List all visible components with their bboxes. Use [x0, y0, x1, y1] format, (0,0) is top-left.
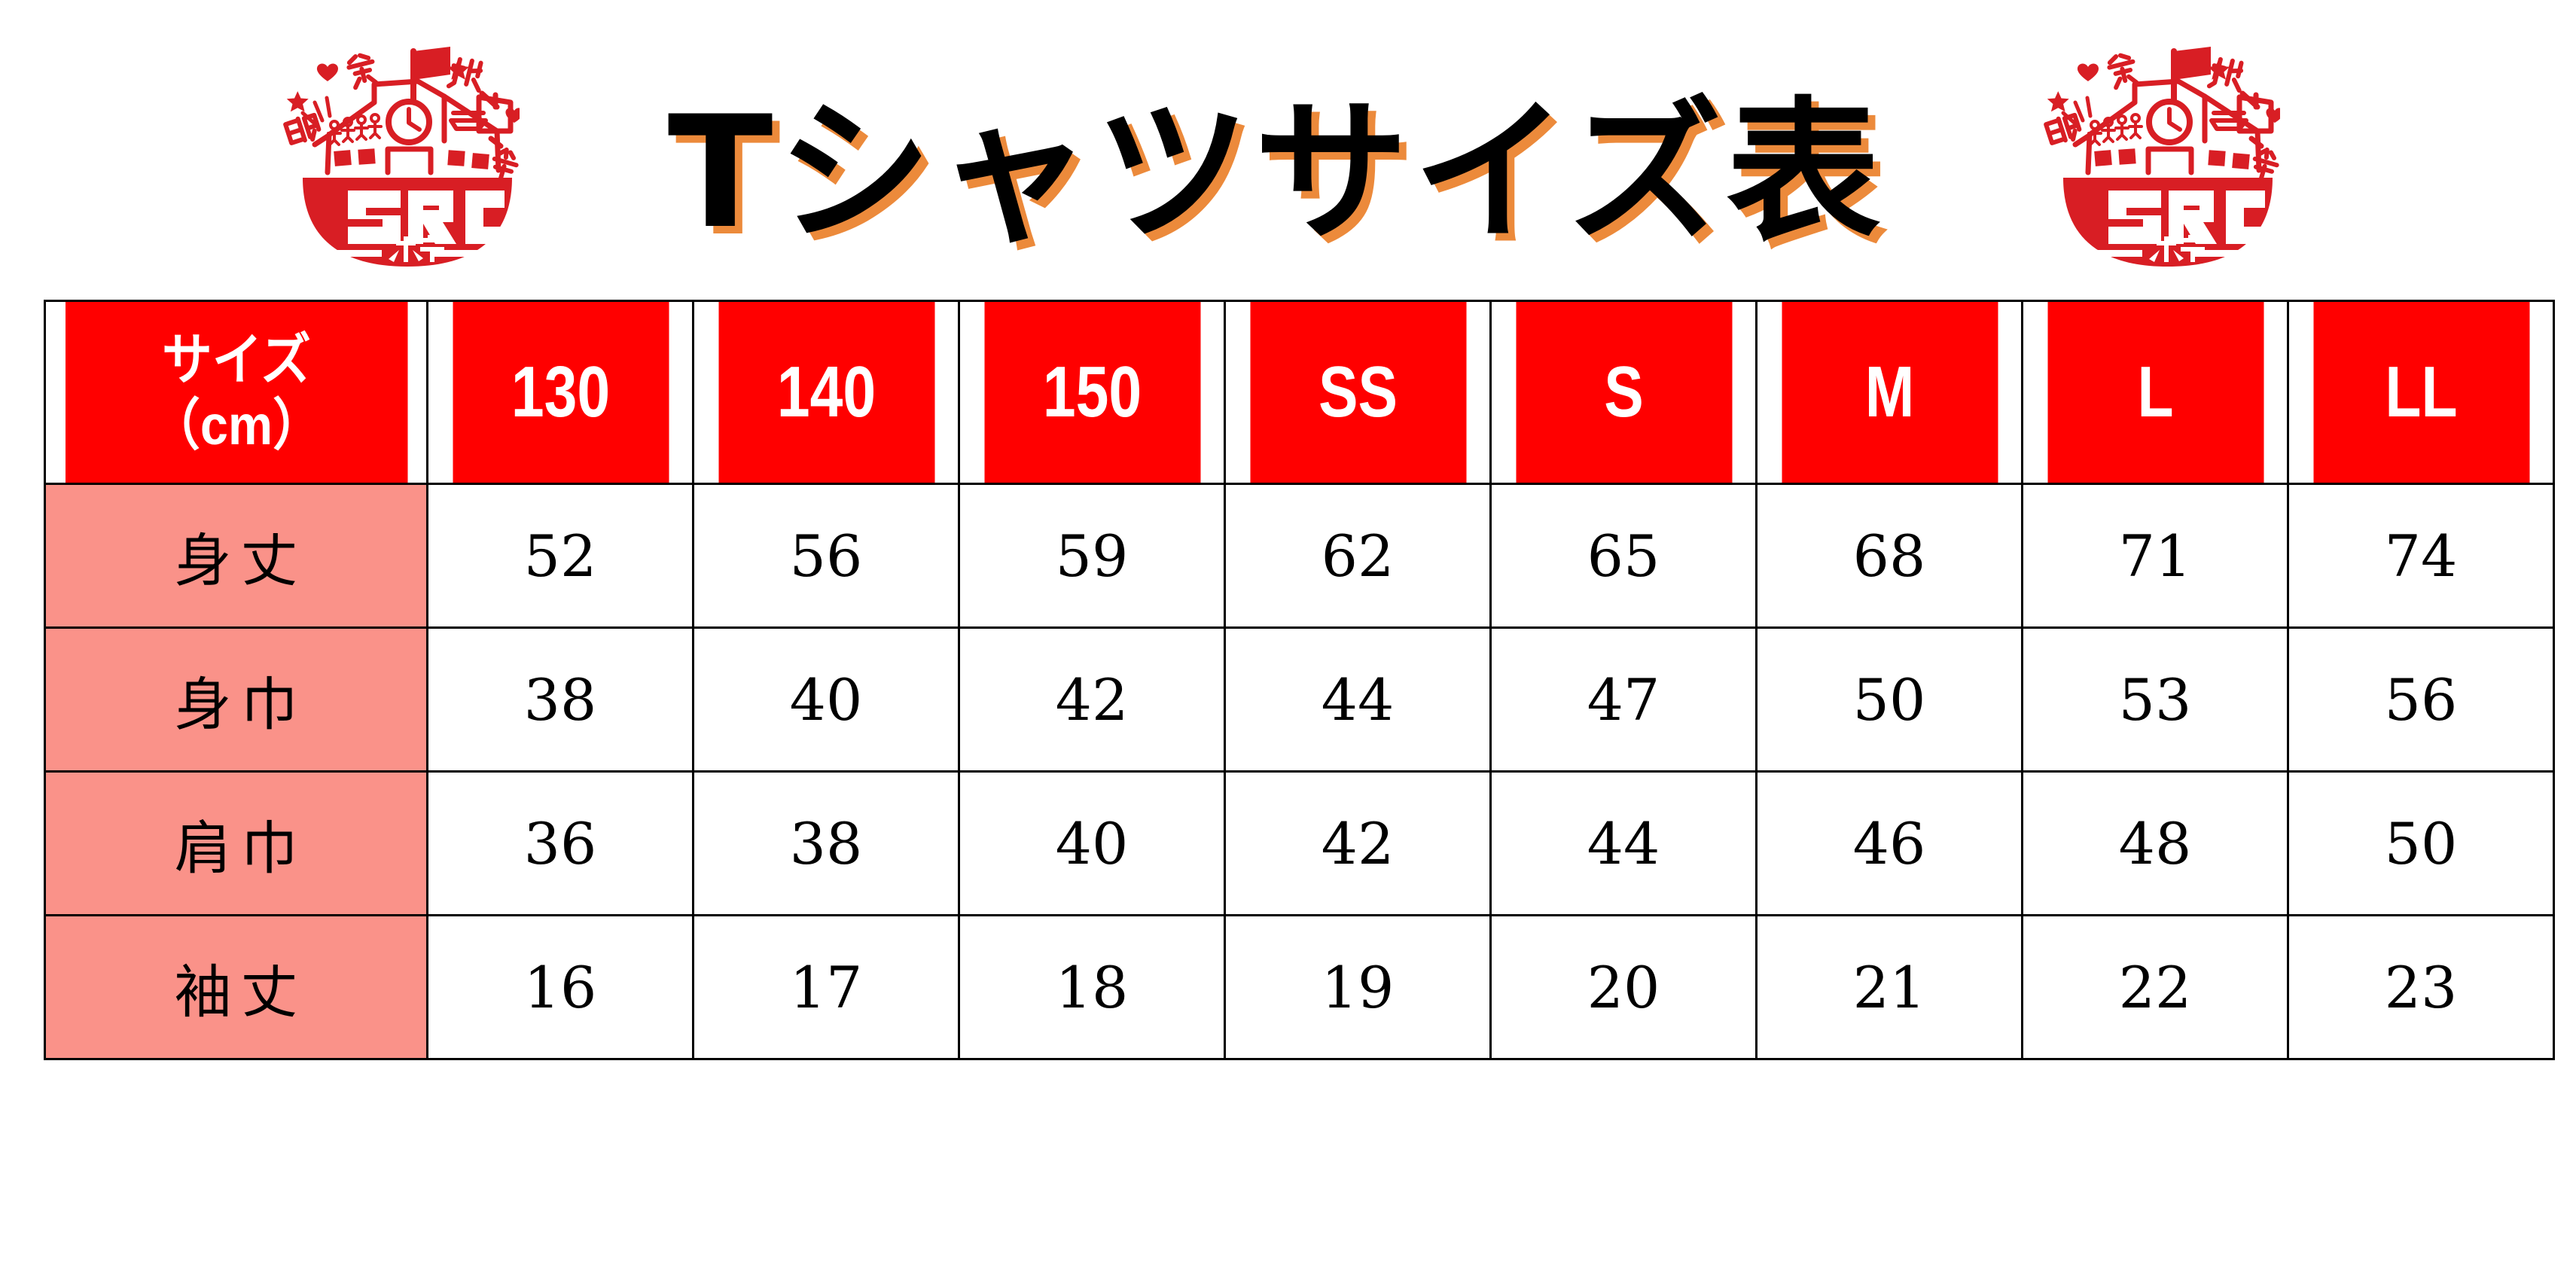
table-header-row: サイズ （cm） 130 140 150 SS S M L LL: [45, 300, 2554, 485]
cell-sodetake-150: 18: [958, 914, 1226, 1060]
header-cell-size-m: M: [1779, 300, 1999, 485]
cell-katahaba-m: 46: [1755, 770, 2023, 916]
header-unit-label: （cm）: [149, 394, 323, 456]
row-label-mihaba: 身巾: [44, 626, 428, 773]
src-daigaku-logo-left: [256, 11, 520, 274]
cell-katahaba-130: 36: [426, 770, 694, 916]
cell-mitake-m: 68: [1755, 483, 2023, 629]
page-title: Tシャツサイズ表: [667, 84, 1886, 263]
cell-sodetake-140: 17: [692, 914, 960, 1060]
header-size-label: サイズ: [161, 328, 311, 391]
cell-katahaba-l: 48: [2021, 770, 2289, 916]
cell-mitake-150: 59: [958, 483, 1226, 629]
cell-sodetake-130: 16: [426, 914, 694, 1060]
table-row: 肩巾 36 38 40 42 44 46 48 50: [44, 770, 2555, 916]
cell-mihaba-ss: 44: [1224, 626, 1492, 773]
cell-mitake-140: 56: [692, 483, 960, 629]
cell-mitake-s: 65: [1489, 483, 1757, 629]
header-cell-size-ss: SS: [1248, 300, 1468, 485]
cell-katahaba-s: 44: [1489, 770, 1757, 916]
header-cell-size-ll: LL: [2311, 300, 2531, 485]
cell-mihaba-ll: 56: [2287, 626, 2555, 773]
row-label-katahaba: 肩巾: [44, 770, 428, 916]
row-label-sodetake: 袖丈: [44, 914, 428, 1060]
cell-sodetake-ss: 19: [1224, 914, 1492, 1060]
cell-katahaba-150: 40: [958, 770, 1226, 916]
cell-sodetake-ll: 23: [2287, 914, 2555, 1060]
cell-mitake-ss: 62: [1224, 483, 1492, 629]
tshirt-size-table: サイズ （cm） 130 140 150 SS S M L LL 身丈 52 5…: [44, 300, 2555, 1060]
page-header: Tシャツサイズ表: [0, 0, 2576, 279]
cell-mitake-l: 71: [2021, 483, 2289, 629]
cell-mihaba-130: 38: [426, 626, 694, 773]
header-cell-size-unit: サイズ （cm）: [62, 300, 410, 485]
cell-mitake-130: 52: [426, 483, 694, 629]
table-row: 身巾 38 40 42 44 47 50 53 56: [44, 626, 2555, 773]
cell-katahaba-ss: 42: [1224, 770, 1492, 916]
header-cell-size-150: 150: [982, 300, 1202, 485]
cell-mitake-ll: 74: [2287, 483, 2555, 629]
cell-mihaba-m: 50: [1755, 626, 2023, 773]
header-cell-size-s: S: [1514, 300, 1733, 485]
cell-mihaba-150: 42: [958, 626, 1226, 773]
cell-sodetake-m: 21: [1755, 914, 2023, 1060]
cell-mihaba-140: 40: [692, 626, 960, 773]
cell-mihaba-l: 53: [2021, 626, 2289, 773]
row-label-mitake: 身丈: [44, 483, 428, 629]
cell-sodetake-l: 22: [2021, 914, 2289, 1060]
table-row: 袖丈 16 17 18 19 20 21 22 23: [44, 914, 2555, 1060]
header-cell-size-130: 130: [450, 300, 670, 485]
header-cell-size-l: L: [2045, 300, 2265, 485]
table-row: 身丈 52 56 59 62 65 68 71 74: [44, 483, 2555, 629]
cell-mihaba-s: 47: [1489, 626, 1757, 773]
src-daigaku-logo-right: [2017, 11, 2280, 274]
cell-sodetake-s: 20: [1489, 914, 1757, 1060]
cell-katahaba-ll: 50: [2287, 770, 2555, 916]
header-cell-size-140: 140: [716, 300, 936, 485]
cell-katahaba-140: 38: [692, 770, 960, 916]
